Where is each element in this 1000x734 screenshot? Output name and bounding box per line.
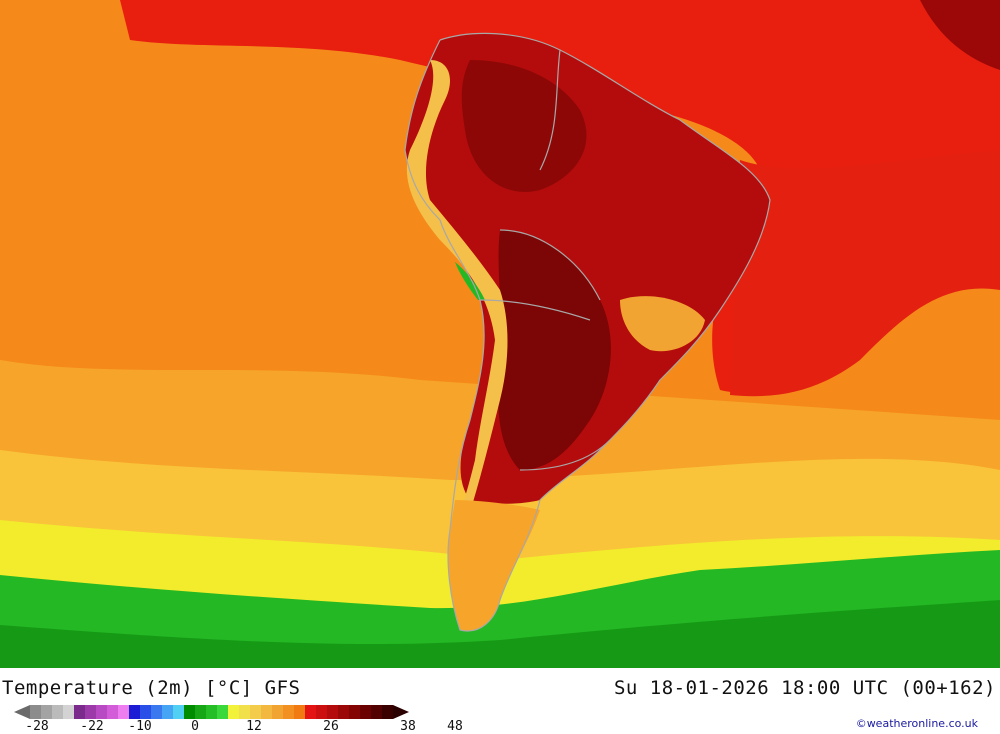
africa-corner (920, 0, 1000, 70)
colorbar-swatch (217, 705, 228, 719)
tick-label: 38 (400, 719, 416, 734)
antarctic-band-dark (0, 600, 1000, 668)
patagonia-warm (448, 500, 540, 631)
colorbar-swatch (162, 705, 173, 719)
colorbar-swatch (74, 705, 85, 719)
colorbar-swatch (349, 705, 360, 719)
credit-link[interactable]: ©weatheronline.co.uk (855, 717, 978, 730)
colorbar-swatch (316, 705, 327, 719)
colorbar-swatch (239, 705, 250, 719)
andes-green-patch (455, 262, 485, 300)
colorbar-swatch (206, 705, 217, 719)
colorbar-swatch (283, 705, 294, 719)
colorbar-swatch (85, 705, 96, 719)
colorbar-swatch (30, 705, 41, 719)
tick-label: 26 (323, 719, 339, 734)
country-borders (404, 32, 771, 632)
tick-label: 12 (246, 719, 262, 734)
colorbar-swatch (261, 705, 272, 719)
tick-label: 0 (191, 719, 199, 734)
colorbar-left-arrow (14, 705, 30, 719)
map-title: Temperature (2m) [°C] GFS (2, 677, 301, 699)
colorbar-swatch (360, 705, 371, 719)
colorbar-swatch (305, 705, 316, 719)
colorbar-ticks: -28 -22 -10 0 12 26 38 48 (0, 719, 520, 734)
colorbar-swatch (96, 705, 107, 719)
colorbar-swatch (294, 705, 305, 719)
colorbar-swatch (173, 705, 184, 719)
colorbar-swatch (184, 705, 195, 719)
forecast-datetime: Su 18-01-2026 18:00 UTC (00+162) (613, 677, 996, 699)
tick-label: 48 (447, 719, 463, 734)
tick-label: -22 (80, 719, 104, 734)
colorbar-swatch (41, 705, 52, 719)
tick-label: -10 (128, 719, 152, 734)
colorbar-swatch (327, 705, 338, 719)
colorbar-swatch (272, 705, 283, 719)
colorbar-swatch (140, 705, 151, 719)
colorbar-swatch (195, 705, 206, 719)
atlantic-warm-zone (730, 150, 1000, 397)
colorbar-swatch (338, 705, 349, 719)
continent-very-hot (498, 230, 611, 470)
colorbar-swatch (63, 705, 74, 719)
colorbar-swatch (107, 705, 118, 719)
colorbar-swatch (151, 705, 162, 719)
amazon-very-hot (461, 60, 587, 192)
colorbar-swatch (52, 705, 63, 719)
andes-strip (406, 60, 508, 512)
colorbar (30, 705, 393, 719)
colorbar-swatch (129, 705, 140, 719)
colorbar-swatch (382, 705, 393, 719)
temperature-map (0, 0, 1000, 668)
colorbar-swatch (228, 705, 239, 719)
brazil-highlands-mild (620, 296, 705, 352)
tick-label: -28 (25, 719, 49, 734)
colorbar-right-arrow (393, 705, 409, 719)
colorbar-swatch (371, 705, 382, 719)
colorbar-swatch (118, 705, 129, 719)
colorbar-swatch (250, 705, 261, 719)
